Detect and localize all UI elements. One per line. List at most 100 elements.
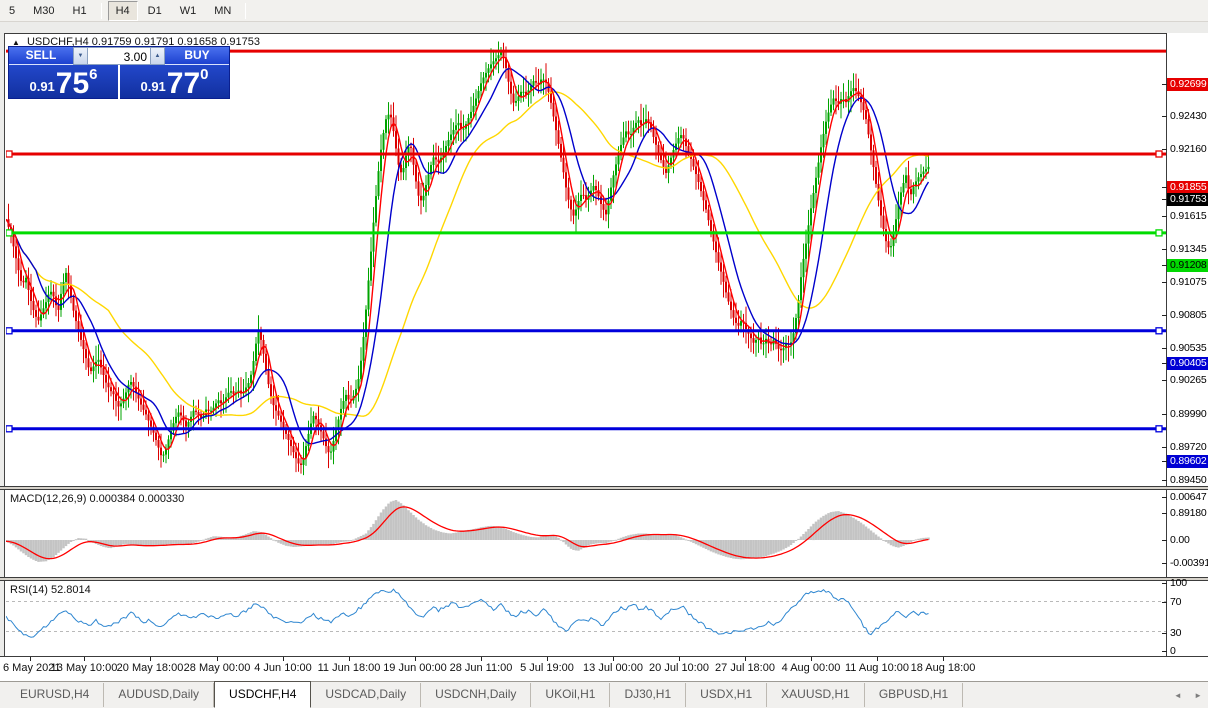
chart-tab-ukoil[interactable]: UKOil,H1 — [531, 683, 611, 707]
timeframe-button-mn[interactable]: MN — [214, 4, 232, 17]
buy-price-pip: 0 — [200, 66, 209, 83]
hline-handle[interactable] — [6, 229, 13, 237]
price-axis-tick — [1162, 83, 1167, 85]
hline-handle[interactable] — [1155, 150, 1163, 158]
price-axis-label: 0.89990 — [1170, 407, 1207, 420]
timeframe-button-5[interactable]: 5 — [9, 4, 16, 17]
price-axis-label: 0.89180 — [1170, 506, 1207, 519]
time-axis-tick — [150, 657, 151, 661]
candles — [7, 41, 930, 476]
price-axis-tick — [1162, 186, 1167, 188]
price-axis-tick — [1162, 380, 1167, 382]
chart-tab-usdx[interactable]: USDX,H1 — [686, 683, 768, 707]
chart-tab-xauusd[interactable]: XAUUSD,H1 — [767, 683, 865, 707]
price-axis-column[interactable]: 0.92699 0.92430 0.92160 0.91855 0.91753 0.916… — [1162, 33, 1208, 657]
sell-price-main: 75 — [55, 67, 90, 100]
price-axis-label: 0.90265 — [1170, 374, 1207, 387]
time-axis-tick — [745, 657, 746, 661]
price-axis-separator — [1166, 33, 1167, 657]
price-axis-tick — [1162, 198, 1167, 200]
price-axis-label: 0.90405 — [1167, 357, 1208, 371]
macd-signal-line — [6, 506, 929, 560]
toolbar-gap — [0, 22, 1208, 33]
time-axis[interactable]: 6 May 2021 13 May 10:00 20 May 18:00 28 May… — [0, 657, 1208, 681]
price-axis-label: 0.89450 — [1170, 473, 1207, 486]
price-axis-tick — [1162, 314, 1167, 316]
volume-input[interactable]: 3.00 — [88, 47, 150, 65]
rsi-axis-tick — [1162, 650, 1167, 652]
timeframe-button-h4[interactable]: H4 — [107, 0, 138, 21]
time-axis-label: 20 Jul 10:00 — [649, 662, 709, 674]
chart-tab-usdchf[interactable]: USDCHF,H4 — [214, 681, 312, 708]
hline-handle[interactable] — [6, 425, 13, 433]
pane-splitter-rsi[interactable] — [0, 577, 1208, 581]
buy-price-display[interactable]: 0.91 77 0 — [120, 65, 229, 100]
time-axis-label: 13 May 10:00 — [50, 662, 118, 674]
tab-scroll-left-icon[interactable]: ◄ — [1173, 691, 1182, 700]
timeframe-button-m30[interactable]: M30 — [33, 4, 55, 17]
time-axis-label: 4 Jun 10:00 — [254, 662, 312, 674]
chart-tab-gbpusd[interactable]: GBPUSD,H1 — [865, 683, 964, 707]
price-axis-tick — [1162, 479, 1167, 481]
time-axis-label: 27 Jul 18:00 — [715, 662, 775, 674]
price-axis-label: 0.91075 — [1170, 275, 1207, 288]
price-display-divider — [118, 65, 120, 100]
volume-stepper: ▼ 3.00 ▲ — [73, 47, 165, 65]
ma-slow-line — [6, 91, 929, 417]
hline-handle[interactable] — [6, 327, 13, 335]
sell-price-display[interactable]: 0.91 75 6 — [9, 65, 118, 100]
time-axis-tick — [217, 657, 218, 661]
price-axis-tick — [1162, 265, 1167, 267]
horizontal-line-objects[interactable] — [6, 49, 1166, 433]
chart-tab-eurusd[interactable]: EURUSD,H4 — [6, 683, 105, 707]
chart-tab-usdcad[interactable]: USDCAD,Daily — [311, 683, 422, 707]
hline-handle[interactable] — [1155, 327, 1163, 335]
chart-tab-audusd[interactable]: AUDUSD,Daily — [104, 683, 215, 707]
price-axis-label: 0.89602 — [1167, 455, 1208, 469]
time-axis-tick — [877, 657, 878, 661]
price-axis-label: 0.91855 — [1167, 180, 1208, 194]
timeframe-button-h1[interactable]: H1 — [72, 4, 87, 17]
price-axis-tick — [1162, 347, 1167, 349]
tab-scroll-right-icon[interactable]: ► — [1194, 691, 1202, 700]
time-axis-tick — [349, 657, 350, 661]
one-click-trading-panel: SELL ▼ 3.00 ▲ BUY 0.91 75 6 0.91 77 — [8, 46, 230, 100]
buy-button[interactable]: BUY — [165, 47, 229, 65]
timeframe-button-w1[interactable]: W1 — [179, 4, 197, 17]
hline-handle[interactable] — [6, 150, 13, 158]
chart-tab-usdcnh[interactable]: USDCNH,Daily — [421, 683, 532, 707]
sell-button[interactable]: SELL — [9, 47, 73, 65]
rsi-indicator-pane[interactable] — [6, 581, 1166, 656]
chart-symbol-period: USDCHF,H4 — [26, 36, 89, 48]
price-axis-tick — [1162, 446, 1167, 448]
price-axis-tick — [1162, 512, 1167, 514]
hline-handle[interactable] — [1155, 425, 1163, 433]
volume-increase-icon[interactable]: ▲ — [150, 47, 165, 65]
pane-splitter-macd[interactable] — [0, 486, 1208, 490]
time-axis-label: 6 May 2021 — [3, 662, 61, 674]
one-click-collapse-icon[interactable]: ▲ — [12, 38, 20, 47]
price-axis-label: 0.92430 — [1170, 110, 1207, 123]
buy-price-prefix: 0.91 — [140, 79, 166, 94]
rsi-axis-label: 100 — [1170, 576, 1187, 589]
chart-window: ▲ USDCHF,H4 0.91759 0.91791 0.91658 0.91… — [0, 33, 1208, 657]
price-axis-label: 0.92160 — [1170, 143, 1207, 156]
main-price-chart[interactable] — [6, 34, 1166, 486]
timeframe-button-d1[interactable]: D1 — [147, 4, 162, 17]
time-axis-tick — [481, 657, 482, 661]
rsi-axis-label: 30 — [1170, 626, 1182, 639]
price-axis-label: 0.91615 — [1170, 209, 1207, 222]
macd-indicator-pane[interactable] — [6, 490, 1166, 577]
rsi-axis-label: 70 — [1170, 595, 1182, 608]
time-axis-label: 20 May 18:00 — [116, 662, 184, 674]
volume-decrease-icon[interactable]: ▼ — [73, 47, 88, 65]
rsi-axis-tick — [1162, 632, 1167, 634]
time-axis-tick — [811, 657, 812, 661]
price-axis-label: 0.91345 — [1170, 242, 1207, 255]
chart-tab-dj30[interactable]: DJ30,H1 — [610, 683, 687, 707]
rsi-axis-tick — [1162, 582, 1167, 584]
time-axis-label: 13 Jul 00:00 — [583, 662, 643, 674]
time-axis-tick — [283, 657, 284, 661]
time-axis-tick — [84, 657, 85, 661]
hline-handle[interactable] — [1155, 229, 1163, 237]
